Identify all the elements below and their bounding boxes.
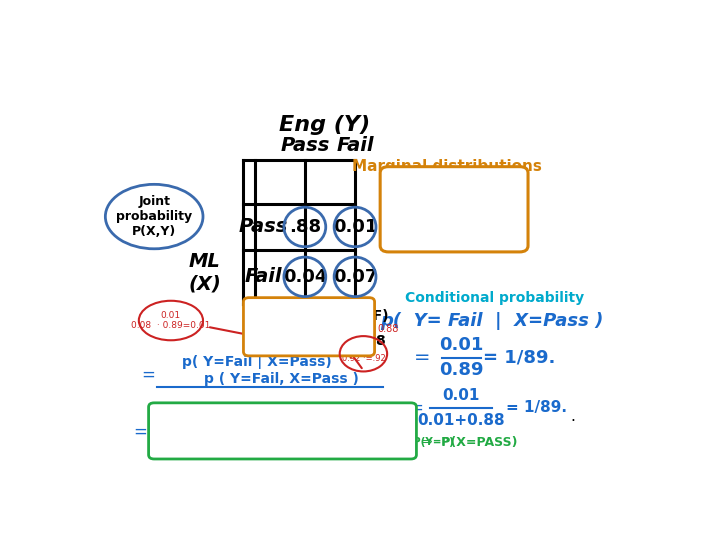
Text: 0.01: 0.01: [442, 388, 480, 403]
Text: 0.01+0.88: 0.01+0.88: [418, 413, 505, 428]
Text: Marginal distributions: Marginal distributions: [352, 159, 542, 174]
Text: p( Y=Fail | X=Pass): p( Y=Fail | X=Pass): [182, 355, 332, 369]
Text: Pass: Pass: [280, 137, 330, 156]
FancyBboxPatch shape: [243, 298, 374, 356]
Text: P(Y=P)    P(Y= F): P(Y=P) P(Y= F): [255, 309, 388, 323]
Text: 0.01: 0.01: [333, 218, 377, 236]
Text: =: =: [142, 366, 156, 383]
Text: =0.92        =0.08: =0.92 =0.08: [255, 334, 385, 348]
Text: p(  Y= Fail  |  X=Pass ): p( Y= Fail | X=Pass ): [380, 312, 603, 329]
Text: .88: .88: [289, 218, 321, 236]
Text: p ( Y=Fail, X=Pass ): p ( Y=Fail, X=Pass ): [204, 372, 359, 386]
Text: p(X= P)= 0.89: p(X= P)= 0.89: [394, 186, 515, 201]
Text: P(X=PASS| Y=F)·P(Y=F) + P(X= PASS|Y= P)·P(Y=P): P(X=PASS| Y=F)·P(Y=F) + P(X= PASS|Y= P)·…: [157, 437, 454, 448]
Text: ⇒  P(X=PASS): ⇒ P(X=PASS): [422, 436, 518, 449]
Text: .: .: [570, 409, 575, 424]
Text: 0.88: 0.88: [378, 324, 399, 334]
Text: =: =: [410, 399, 423, 417]
Text: = 1/89.: = 1/89.: [506, 400, 567, 415]
Text: Fail: Fail: [336, 137, 374, 156]
Text: Fail: Fail: [244, 267, 282, 286]
FancyBboxPatch shape: [148, 403, 416, 459]
Text: Conditional probability: Conditional probability: [405, 291, 584, 305]
FancyBboxPatch shape: [380, 167, 528, 252]
Text: P(Y=Fail, X=Pass) + P( Y= Pass, X=PASS): P(Y=Fail, X=Pass) + P( Y= Pass, X=PASS): [157, 415, 399, 426]
Text: = 1/89.: = 1/89.: [483, 349, 556, 367]
Text: ML
(X): ML (X): [188, 252, 221, 293]
Text: 0.07: 0.07: [333, 268, 377, 286]
Text: Pass: Pass: [238, 218, 288, 237]
Text: Eng (Y): Eng (Y): [279, 115, 370, 135]
Text: =: =: [414, 348, 431, 367]
Text: p(X= F) = 0.11: p(X= F) = 0.11: [394, 224, 519, 239]
Text: =: =: [133, 422, 147, 441]
Text: 0.04: 0.04: [283, 268, 327, 286]
Text: 0.01
0.08  · 0.89=0.01: 0.01 0.08 · 0.89=0.01: [131, 311, 210, 330]
Text: 0.89: 0.89: [438, 361, 483, 380]
Text: 0.88
0.92 ·=.92: 0.88 0.92 ·=.92: [341, 344, 385, 363]
Text: Joint
probability
P(X,Y): Joint probability P(X,Y): [116, 195, 192, 238]
Text: 0.01: 0.01: [439, 336, 483, 354]
